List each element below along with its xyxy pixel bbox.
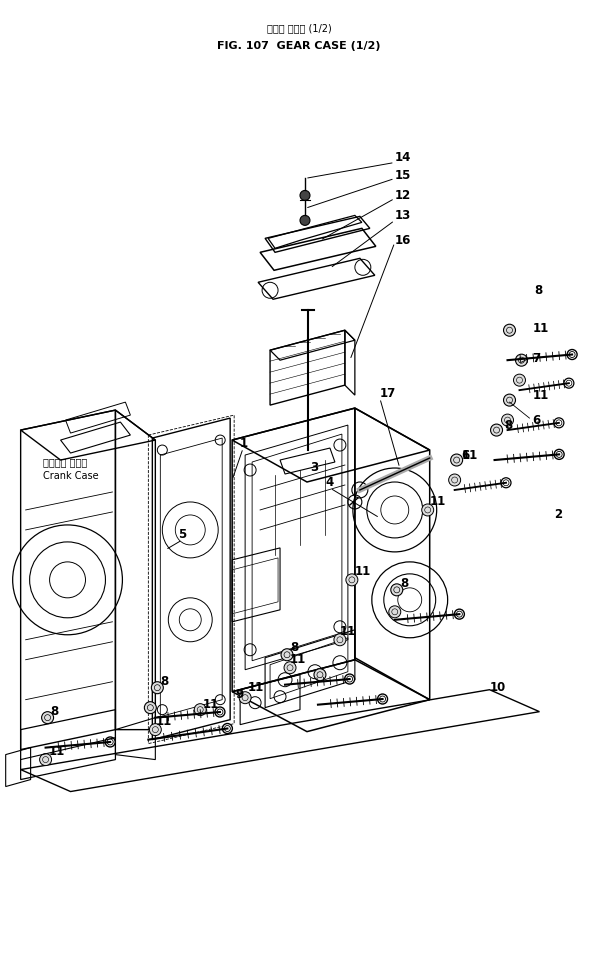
Text: 2: 2 [555,508,562,522]
Text: 11: 11 [202,698,219,712]
Circle shape [554,418,564,428]
Circle shape [215,707,225,717]
Circle shape [389,606,401,618]
Circle shape [504,394,516,406]
Circle shape [513,374,525,386]
Circle shape [377,694,388,704]
Circle shape [501,478,511,488]
Text: 15: 15 [395,169,411,182]
Text: 11: 11 [533,321,549,335]
Text: 1: 1 [240,436,248,450]
Text: 10: 10 [489,681,506,694]
Text: クランク ケース: クランク ケース [43,457,87,467]
Circle shape [501,414,513,426]
Text: 11: 11 [49,745,65,759]
Circle shape [455,609,464,620]
Text: 8: 8 [50,705,59,718]
Circle shape [41,712,53,724]
Circle shape [449,474,461,486]
Text: 4: 4 [325,477,333,489]
Text: 11: 11 [248,681,264,694]
Text: 11: 11 [533,388,549,402]
Text: 17: 17 [380,386,396,400]
Circle shape [516,354,528,366]
Circle shape [144,702,156,713]
Text: 12: 12 [395,189,411,202]
Text: 11: 11 [340,625,356,639]
Text: Crank Case: Crank Case [43,471,98,481]
Circle shape [281,648,293,661]
Text: 14: 14 [395,151,411,164]
Circle shape [239,691,251,704]
Text: 11: 11 [355,566,371,578]
Text: 11: 11 [429,496,446,508]
Circle shape [491,424,503,436]
Text: 8: 8 [290,642,298,654]
Text: 6: 6 [462,449,470,461]
Text: 8: 8 [534,284,543,296]
Text: 11: 11 [290,653,306,667]
Text: 9: 9 [235,689,243,701]
Text: 6: 6 [533,413,541,427]
Circle shape [105,737,115,747]
Circle shape [567,349,577,360]
Text: 16: 16 [395,234,411,246]
Circle shape [222,723,232,734]
Circle shape [149,724,161,736]
Text: 3: 3 [310,460,318,474]
Circle shape [334,634,346,645]
Text: FIG. 107  GEAR CASE (1/2): FIG. 107 GEAR CASE (1/2) [217,40,381,51]
Circle shape [450,454,462,466]
Text: 7: 7 [533,352,540,364]
Circle shape [194,704,206,715]
Text: 11: 11 [462,449,478,461]
Circle shape [152,682,164,693]
Circle shape [346,573,358,586]
Circle shape [564,378,574,388]
Text: 5: 5 [179,528,186,542]
Text: 13: 13 [395,209,411,222]
Text: 8: 8 [161,675,168,689]
Text: 8: 8 [504,418,513,432]
Circle shape [422,504,434,516]
Circle shape [391,584,403,596]
Circle shape [300,191,310,200]
Circle shape [344,674,355,684]
Circle shape [504,324,516,337]
Circle shape [284,662,296,674]
Text: 11: 11 [155,715,171,728]
Circle shape [300,216,310,225]
Circle shape [40,754,52,765]
Circle shape [554,450,564,459]
Text: ギヤー ケース (1/2): ギヤー ケース (1/2) [267,24,331,34]
Text: 8: 8 [400,577,408,591]
Circle shape [314,668,326,681]
